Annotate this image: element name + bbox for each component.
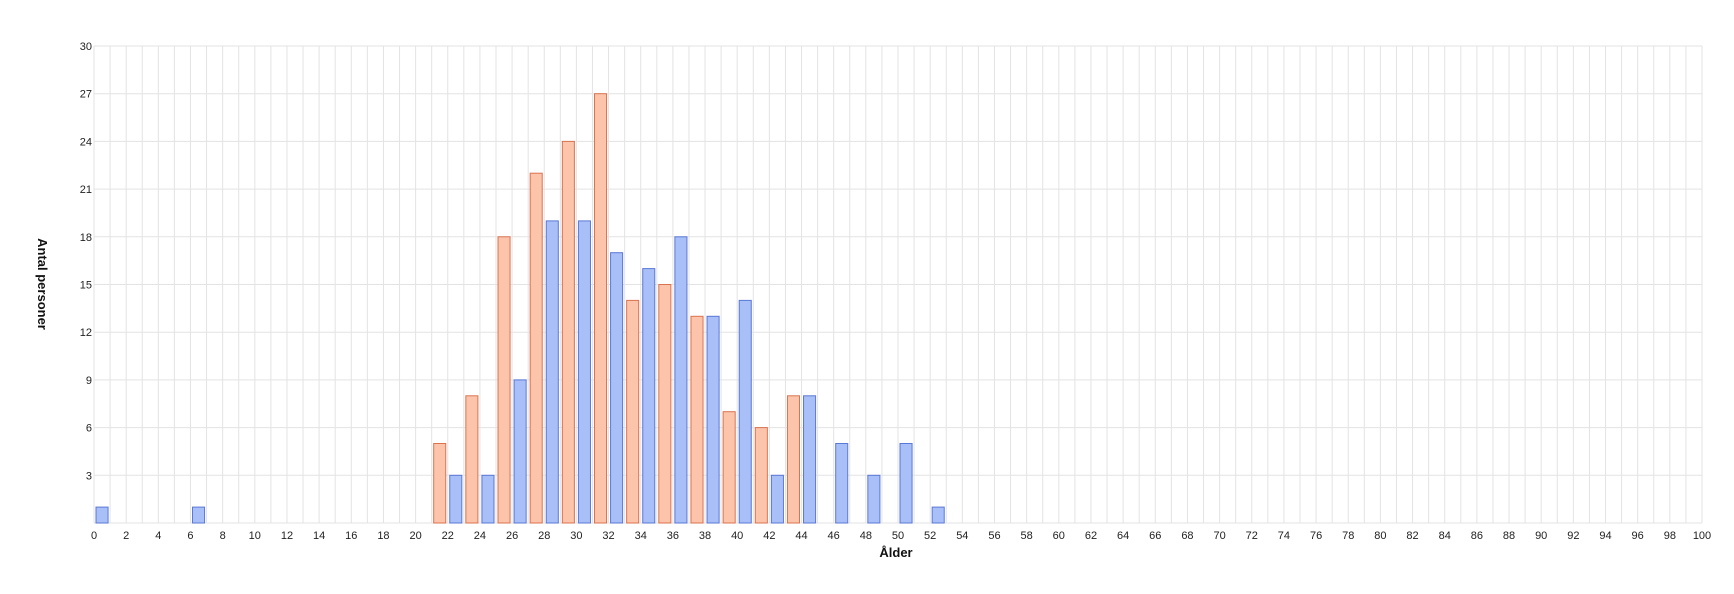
- y-tick-label: 24: [80, 136, 92, 148]
- x-tick-label: 6: [187, 530, 193, 542]
- x-tick-label: 70: [1213, 530, 1225, 542]
- x-axis-ticks: 0 2 4 6 8 10 12 14 16 18 20 22 24 26 28 30 32 34 36 38 40 42 4…: [91, 530, 1711, 542]
- x-tick-label: 60: [1053, 530, 1065, 542]
- bar-blue-42: [770, 474, 784, 524]
- x-tick-label: 46: [828, 530, 840, 542]
- x-tick-label: 88: [1503, 530, 1515, 542]
- x-tick-label: 100: [1693, 530, 1711, 542]
- x-tick-label: 42: [763, 530, 775, 542]
- bar-blue-32: [610, 252, 624, 524]
- x-tick-label: 32: [602, 530, 614, 542]
- bar-blue-50: [899, 443, 913, 524]
- x-tick-label: 98: [1664, 530, 1676, 542]
- bar-orange-33: [626, 299, 640, 524]
- bar-orange-23: [465, 395, 479, 524]
- bar-blue-40: [738, 299, 752, 524]
- x-tick-label: 68: [1181, 530, 1193, 542]
- bar-orange-43: [786, 395, 801, 524]
- bar-blue-0: [95, 506, 109, 524]
- x-tick-label: 18: [377, 530, 389, 542]
- bar-blue-28: [545, 220, 559, 524]
- grid: [93, 45, 1703, 524]
- x-tick-label: 84: [1439, 530, 1451, 542]
- bar-orange-35: [658, 284, 672, 524]
- bar-blue-24: [481, 474, 495, 524]
- y-axis-ticks: 3 6 9 12 15 18 21 24 27 30: [80, 41, 92, 482]
- bar-orange-41: [754, 427, 768, 524]
- x-tick-label: 20: [409, 530, 421, 542]
- x-tick-label: 12: [281, 530, 293, 542]
- bar-orange-21: [433, 443, 447, 524]
- bar-orange-27: [529, 172, 543, 524]
- x-tick-label: 72: [1246, 530, 1258, 542]
- x-tick-label: 10: [249, 530, 261, 542]
- x-tick-label: 58: [1021, 530, 1033, 542]
- x-tick-label: 44: [795, 530, 807, 542]
- bar-orange-37: [690, 315, 704, 524]
- bar-blue-6: [191, 506, 206, 524]
- x-tick-label: 30: [570, 530, 582, 542]
- bar-blue-48: [867, 474, 881, 524]
- x-tick-label: 50: [892, 530, 904, 542]
- x-tick-label: 54: [956, 530, 968, 542]
- x-tick-label: 2: [123, 530, 129, 542]
- x-tick-label: 28: [538, 530, 550, 542]
- bar-blue-30: [577, 220, 591, 524]
- x-axis-title: Ålder: [879, 545, 912, 560]
- bars: [95, 93, 945, 524]
- bar-blue-46: [835, 443, 849, 524]
- x-tick-label: 34: [635, 530, 647, 542]
- x-tick-label: 86: [1471, 530, 1483, 542]
- x-tick-label: 78: [1342, 530, 1354, 542]
- x-tick-label: 26: [506, 530, 518, 542]
- x-tick-label: 74: [1278, 530, 1290, 542]
- bar-blue-34: [642, 268, 656, 524]
- x-tick-label: 80: [1374, 530, 1386, 542]
- bar-orange-25: [497, 236, 511, 524]
- x-tick-label: 92: [1567, 530, 1579, 542]
- x-tick-label: 94: [1599, 530, 1611, 542]
- x-tick-label: 48: [860, 530, 872, 542]
- y-tick-label: 21: [80, 184, 92, 196]
- y-tick-label: 6: [86, 423, 92, 435]
- bar-blue-22: [449, 474, 463, 524]
- bar-orange-29: [561, 140, 575, 524]
- x-tick-label: 82: [1406, 530, 1418, 542]
- bar-blue-52: [931, 506, 945, 524]
- x-tick-label: 40: [731, 530, 743, 542]
- x-tick-label: 52: [924, 530, 936, 542]
- x-tick-label: 76: [1310, 530, 1322, 542]
- x-tick-label: 0: [91, 530, 97, 542]
- x-tick-label: 24: [474, 530, 486, 542]
- y-tick-label: 30: [80, 41, 92, 53]
- y-tick-label: 12: [80, 327, 92, 339]
- x-tick-label: 56: [988, 530, 1000, 542]
- x-tick-label: 66: [1149, 530, 1161, 542]
- x-tick-label: 62: [1085, 530, 1097, 542]
- x-tick-label: 36: [667, 530, 679, 542]
- y-tick-label: 9: [86, 375, 92, 387]
- y-tick-label: 15: [80, 280, 92, 292]
- x-tick-label: 16: [345, 530, 357, 542]
- bar-blue-44: [803, 395, 817, 524]
- bar-blue-38: [706, 315, 720, 524]
- x-tick-label: 8: [220, 530, 226, 542]
- x-tick-label: 96: [1632, 530, 1644, 542]
- bar-orange-31: [593, 93, 608, 524]
- x-tick-label: 4: [155, 530, 161, 542]
- bar-blue-26: [513, 379, 527, 524]
- x-tick-label: 38: [699, 530, 711, 542]
- x-tick-label: 90: [1535, 530, 1547, 542]
- y-tick-label: 18: [80, 232, 92, 244]
- y-tick-label: 3: [86, 470, 92, 482]
- bar-blue-36: [674, 236, 688, 524]
- x-tick-label: 14: [313, 530, 325, 542]
- x-tick-label: 22: [442, 530, 454, 542]
- bar-orange-39: [722, 411, 736, 524]
- x-tick-label: 64: [1117, 530, 1129, 542]
- y-tick-label: 27: [80, 89, 92, 101]
- y-axis-title: Antal personer: [35, 238, 50, 330]
